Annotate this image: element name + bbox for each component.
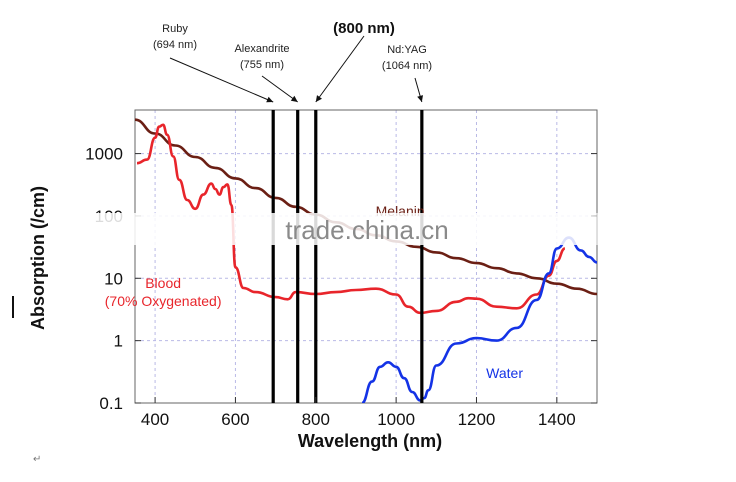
series-line-melanin — [135, 118, 597, 296]
x-tick-label: 800 — [302, 410, 330, 429]
laser-lines: Ruby (694 nm) Alexandrite (755 nm) (800 nm) N… — [153, 20, 432, 403]
text-cursor-mark — [12, 296, 14, 318]
laser-arrowhead-nd-yag — [417, 95, 423, 102]
curve-label-water: Water — [486, 365, 523, 381]
y-tick-label: 10 — [104, 269, 123, 288]
laser-wavelength-alexandrite: (755 nm) — [240, 59, 284, 71]
plot-frame — [134, 109, 598, 404]
plot-grid — [135, 110, 597, 404]
x-axis-label: Wavelength (nm) — [298, 431, 442, 451]
series-layer — [135, 118, 597, 403]
x-tick-label: 1400 — [538, 410, 576, 429]
curve-label-blood: (70% Oxygenated) — [105, 293, 222, 309]
watermark-text: trade.china.cn — [285, 215, 448, 245]
laser-name-nd-yag: Nd:YAG — [387, 44, 427, 56]
x-tick-label: 600 — [221, 410, 249, 429]
watermark-band — [60, 213, 620, 245]
curve-label-blood: Blood — [145, 275, 181, 291]
laser-arrowhead-laser-800nm — [315, 95, 322, 102]
y-tick-label: 1 — [114, 332, 123, 351]
laser-leader-alexandrite — [261, 75, 298, 103]
laser-arrowhead-ruby — [266, 96, 274, 103]
x-tick-label: 400 — [141, 410, 169, 429]
y-tick-label: 0.1 — [99, 394, 123, 413]
laser-wavelength-nd-yag: (1064 nm) — [382, 60, 432, 72]
laser-name-ruby: Ruby — [162, 23, 188, 35]
laser-leader-ruby — [169, 57, 274, 103]
paragraph-mark: ↵ — [33, 454, 42, 465]
laser-name-alexandrite: Alexandrite — [234, 43, 289, 55]
laser-leader-laser-800nm — [315, 35, 365, 103]
series-line-blood — [136, 123, 566, 315]
x-tick-label: 1000 — [377, 410, 415, 429]
y-axis-label: Absorption (/cm) — [28, 186, 48, 330]
x-tick-label: 1200 — [458, 410, 496, 429]
laser-wavelength-laser-800nm: (800 nm) — [333, 20, 395, 37]
laser-wavelength-ruby: (694 nm) — [153, 39, 197, 51]
y-tick-label: 1000 — [85, 145, 123, 164]
laser-arrowhead-alexandrite — [290, 95, 298, 102]
